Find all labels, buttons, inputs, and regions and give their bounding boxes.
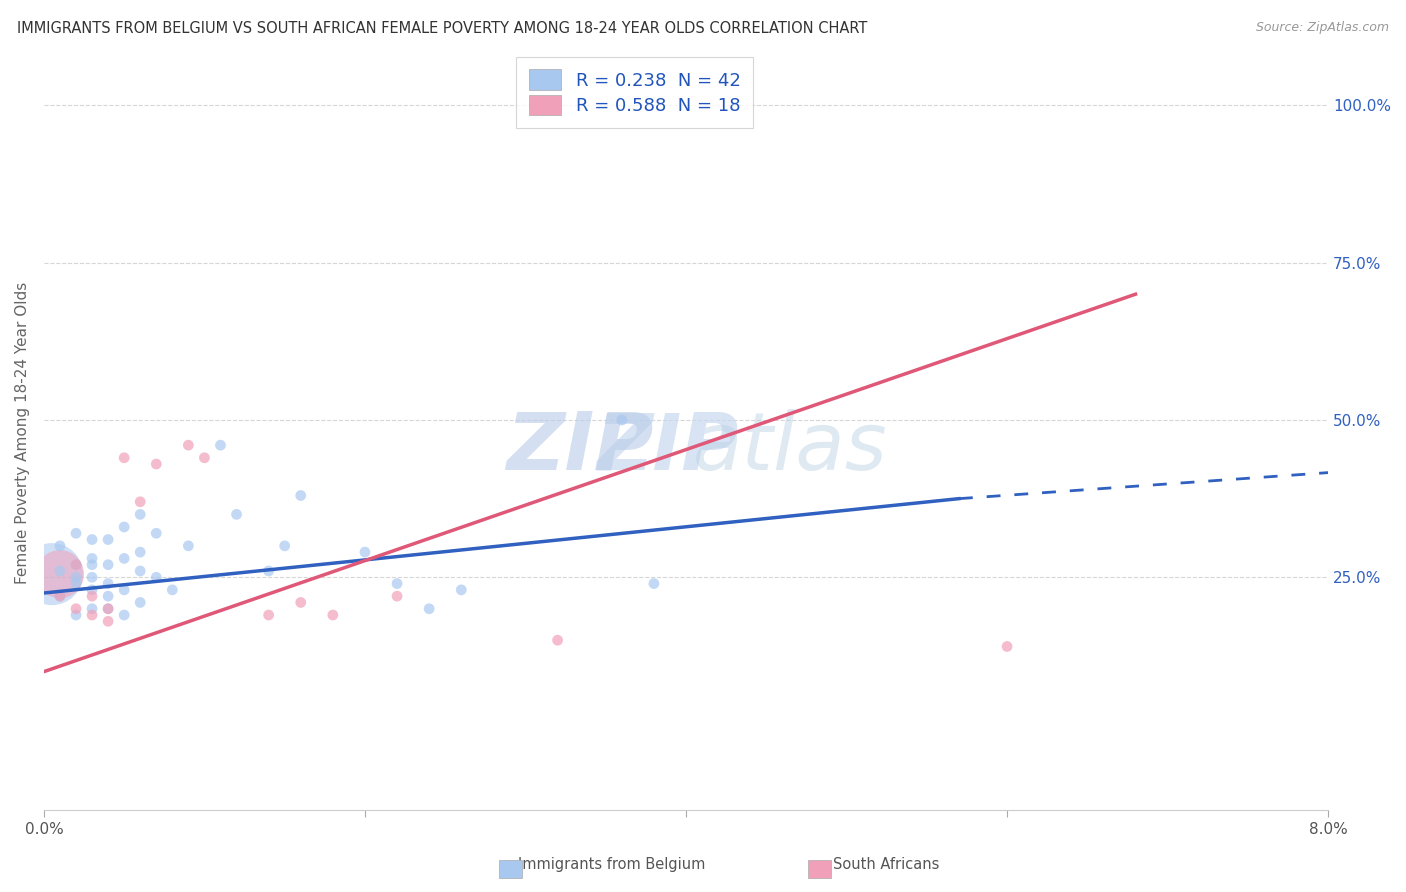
Point [97, 576, 120, 591]
Point [97, 558, 120, 572]
Point [97, 601, 120, 615]
Point [65, 526, 87, 541]
Point [49, 564, 72, 578]
Point [273, 539, 295, 553]
Point [209, 438, 232, 452]
Point [450, 582, 472, 597]
Point [65, 601, 87, 615]
Point [129, 508, 152, 522]
Legend: R = 0.238  N = 42, R = 0.588  N = 18: R = 0.238 N = 42, R = 0.588 N = 18 [516, 56, 754, 128]
Point [610, 413, 633, 427]
Point [385, 589, 408, 603]
Point [290, 489, 312, 503]
Point [80, 558, 103, 572]
Point [418, 601, 440, 615]
Point [49, 567, 72, 582]
Point [65, 558, 87, 572]
Point [80, 589, 103, 603]
Text: Immigrants from Belgium: Immigrants from Belgium [517, 857, 706, 872]
Point [49, 589, 72, 603]
Point [162, 582, 184, 597]
Point [41, 567, 63, 582]
Point [49, 589, 72, 603]
Point [129, 595, 152, 609]
Point [80, 570, 103, 584]
Point [97, 533, 120, 547]
Point [145, 526, 167, 541]
Point [129, 495, 152, 509]
Y-axis label: Female Poverty Among 18-24 Year Olds: Female Poverty Among 18-24 Year Olds [15, 282, 30, 583]
Point [112, 520, 135, 534]
Point [80, 551, 103, 566]
Point [80, 582, 103, 597]
Point [290, 595, 312, 609]
Text: atlas: atlas [692, 409, 887, 487]
Point [177, 539, 200, 553]
Point [112, 582, 135, 597]
Point [112, 608, 135, 623]
Point [225, 508, 247, 522]
Text: South Africans: South Africans [832, 857, 939, 872]
Point [80, 601, 103, 615]
Point [65, 570, 87, 584]
Point [129, 545, 152, 559]
Point [257, 564, 280, 578]
Point [65, 608, 87, 623]
Point [354, 545, 377, 559]
Point [193, 450, 215, 465]
Text: IMMIGRANTS FROM BELGIUM VS SOUTH AFRICAN FEMALE POVERTY AMONG 18-24 YEAR OLDS CO: IMMIGRANTS FROM BELGIUM VS SOUTH AFRICAN… [17, 21, 868, 37]
Point [547, 633, 569, 648]
Point [322, 608, 344, 623]
Point [177, 438, 200, 452]
Point [65, 576, 87, 591]
Point [65, 558, 87, 572]
Point [97, 589, 120, 603]
Text: ZIP: ZIP [596, 409, 738, 486]
Point [129, 564, 152, 578]
Point [257, 608, 280, 623]
Point [995, 640, 1018, 654]
Point [97, 615, 120, 629]
Point [112, 450, 135, 465]
Point [80, 608, 103, 623]
Point [49, 539, 72, 553]
Point [112, 551, 135, 566]
Point [80, 533, 103, 547]
Text: ZIP: ZIP [596, 409, 738, 486]
Point [145, 457, 167, 471]
Point [145, 570, 167, 584]
Point [385, 576, 408, 591]
Point [97, 601, 120, 615]
Text: Source: ZipAtlas.com: Source: ZipAtlas.com [1256, 21, 1389, 35]
Text: ZIP: ZIP [506, 409, 654, 487]
Point [643, 576, 665, 591]
